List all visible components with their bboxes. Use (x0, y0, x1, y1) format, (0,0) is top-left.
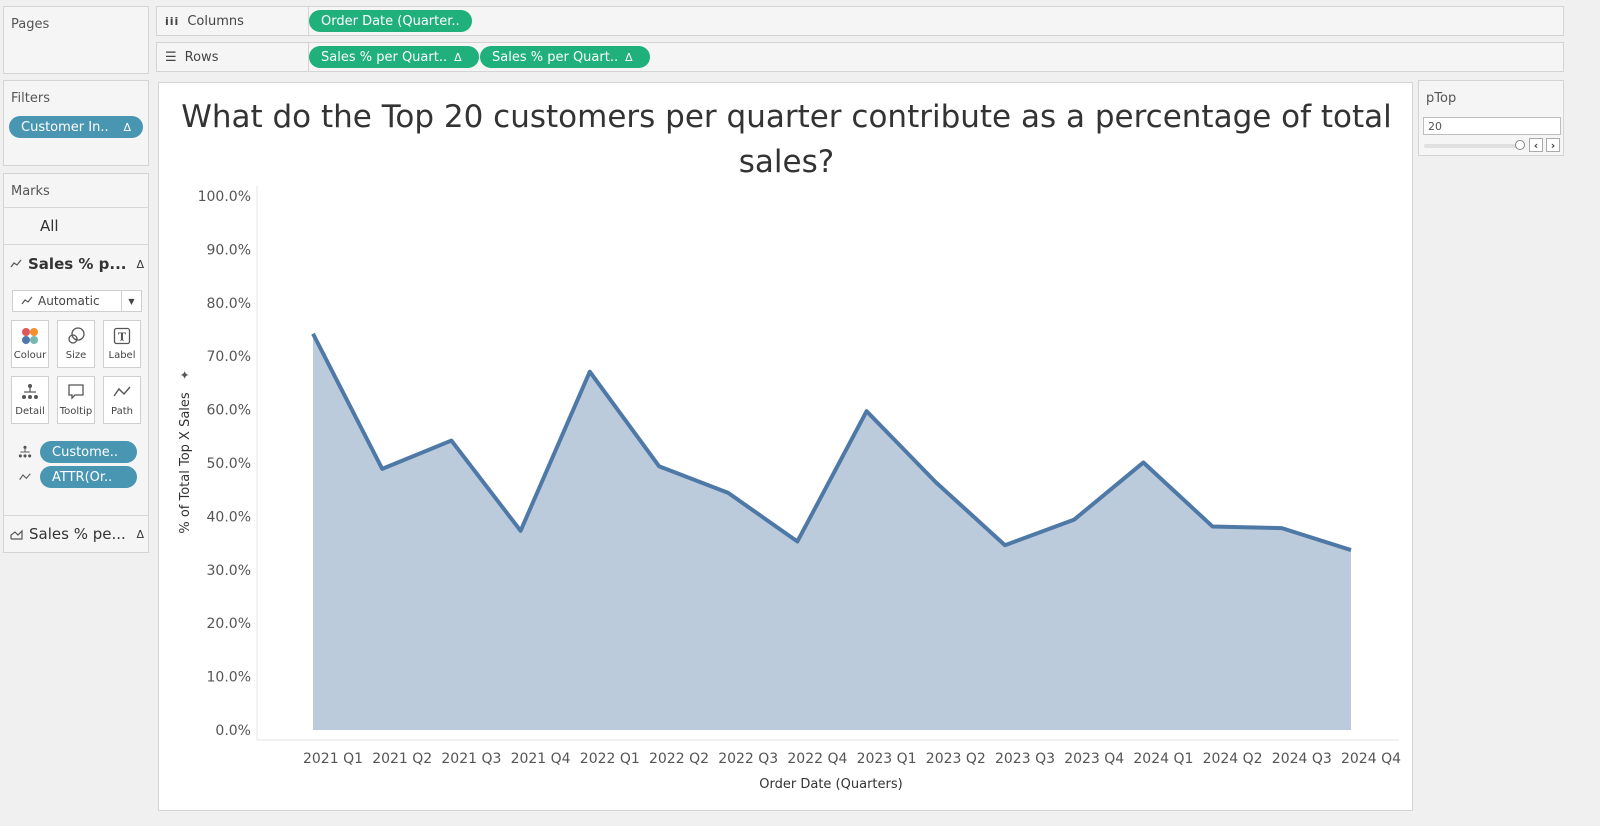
y-tick-label: 100.0% (198, 189, 251, 205)
marks-path-button[interactable]: Path (103, 376, 141, 424)
size-icon (68, 327, 85, 344)
y-tick-label: 40.0% (207, 509, 251, 525)
path-icon (113, 386, 131, 397)
marks-field-detail[interactable]: Custome.. (18, 441, 148, 463)
chevron-down-icon: ▼ (121, 291, 141, 311)
marks-sales-card-header[interactable]: Sales % p... Δ (10, 254, 144, 274)
x-tick-label: 2022 Q3 (718, 751, 778, 767)
delta-icon: Δ (625, 50, 633, 64)
rows-icon: ☰ (165, 49, 177, 65)
parameter-value-input[interactable] (1423, 117, 1561, 135)
x-tick-label: 2022 Q4 (787, 751, 847, 767)
svg-text:T: T (118, 331, 127, 344)
detail-icon (18, 445, 32, 458)
x-tick-label: 2024 Q3 (1272, 751, 1332, 767)
line-chart-icon (10, 259, 22, 268)
parameter-title: pTop (1426, 91, 1457, 106)
marks-tooltip-button[interactable]: Tooltip (57, 376, 95, 424)
view-canvas[interactable]: What do the Top 20 customers per quarter… (158, 82, 1413, 811)
marks-divider (4, 244, 148, 245)
rows-shelf[interactable]: ☰ Rows Sales % per Quart.. Δ Sales % per … (156, 42, 1564, 72)
marks-divider (4, 515, 148, 516)
y-tick-label: 60.0% (207, 403, 251, 419)
y-tick-label: 20.0% (207, 616, 251, 632)
delta-icon: Δ (123, 120, 131, 134)
y-tick-label: 0.0% (215, 723, 251, 739)
area-chart[interactable]: 0.0% 10.0% 20.0% 30.0% 40.0% 50.0% 60.0% 70.0% 8… (159, 83, 1412, 810)
marks-detail-button[interactable]: Detail (11, 376, 49, 424)
y-tick-label: 10.0% (207, 670, 251, 686)
x-tick-label: 2024 Q1 (1133, 751, 1193, 767)
path-icon (19, 473, 31, 480)
y-axis-title: % of Total Top X Sales (178, 392, 193, 534)
marks-title: Marks (11, 184, 50, 199)
colour-icon (22, 328, 38, 344)
delta-icon: Δ (136, 527, 144, 541)
y-tick-label: 90.0% (207, 242, 251, 258)
x-tick-label: 2021 Q2 (372, 751, 432, 767)
filters-title: Filters (11, 91, 50, 106)
tooltip-icon (68, 384, 84, 400)
x-tick-label: 2023 Q4 (1064, 751, 1124, 767)
pages-title: Pages (11, 17, 50, 32)
columns-icon: iii (165, 14, 180, 28)
filters-card[interactable]: Filters Customer In.. Δ (3, 80, 149, 166)
rows-pill-sales-2[interactable]: Sales % per Quart.. Δ (480, 46, 650, 68)
x-tick-label: 2022 Q2 (649, 751, 709, 767)
x-tick-label: 2021 Q3 (441, 751, 501, 767)
area-fill (313, 333, 1351, 730)
series-line (311, 332, 1352, 552)
pin-icon: ✦ (178, 370, 192, 380)
x-tick-label: 2021 Q1 (303, 751, 363, 767)
x-tick-label: 2023 Q1 (857, 751, 917, 767)
columns-shelf[interactable]: iii Columns Order Date (Quarter.. (156, 6, 1564, 36)
detail-icon (22, 384, 38, 399)
x-tick-label: 2024 Q4 (1341, 751, 1401, 767)
delta-icon: Δ (136, 257, 144, 271)
line-chart-icon (21, 296, 33, 305)
x-tick-label: 2024 Q2 (1203, 751, 1263, 767)
marks-size-button[interactable]: Size (57, 320, 95, 368)
parameter-card[interactable]: pTop ‹ › (1418, 80, 1564, 156)
y-tick-label: 80.0% (207, 296, 251, 312)
x-tick-label: 2022 Q1 (580, 751, 640, 767)
y-tick-label: 70.0% (207, 349, 251, 365)
marks-divider (4, 207, 148, 208)
parameter-decrement-button[interactable]: ‹ (1529, 138, 1543, 152)
delta-icon: Δ (454, 50, 462, 64)
filter-pill-customer[interactable]: Customer In.. Δ (9, 116, 143, 138)
marks-field-path[interactable]: ATTR(Or.. (18, 466, 148, 488)
parameter-slider-handle[interactable] (1515, 140, 1525, 150)
parameter-increment-button[interactable]: › (1546, 138, 1560, 152)
marks-pill-attr[interactable]: ATTR(Or.. (40, 466, 137, 488)
marks-card[interactable]: Marks All Sales % p... Δ Automatic ▼ Col… (3, 173, 149, 553)
marks-sales-area-card-header[interactable]: Sales % pe... Δ (10, 524, 144, 544)
marks-colour-button[interactable]: Colour (11, 320, 49, 368)
y-tick-label: 30.0% (207, 563, 251, 579)
parameter-slider[interactable] (1424, 144, 1522, 148)
columns-pill-order-date[interactable]: Order Date (Quarter.. (309, 10, 472, 32)
x-tick-label: 2023 Q3 (995, 751, 1055, 767)
columns-shelf-label: iii Columns (157, 7, 309, 35)
pages-card[interactable]: Pages (3, 6, 149, 74)
rows-shelf-label: ☰ Rows (157, 43, 309, 71)
label-icon: T (113, 327, 131, 345)
chart-title: What do the Top 20 customers per quarter… (181, 99, 1392, 180)
rows-pill-sales-1[interactable]: Sales % per Quart.. Δ (309, 46, 479, 68)
marks-label-button[interactable]: T Label (103, 320, 141, 368)
mark-type-dropdown[interactable]: Automatic ▼ (12, 290, 142, 312)
x-tick-label: 2021 Q4 (511, 751, 571, 767)
y-tick-label: 50.0% (207, 456, 251, 472)
x-tick-label: 2023 Q2 (926, 751, 986, 767)
x-axis-title: Order Date (Quarters) (759, 777, 902, 792)
area-chart-icon (10, 529, 23, 540)
marks-all-tab[interactable]: All (40, 217, 59, 235)
marks-pill-customer[interactable]: Custome.. (40, 441, 137, 463)
